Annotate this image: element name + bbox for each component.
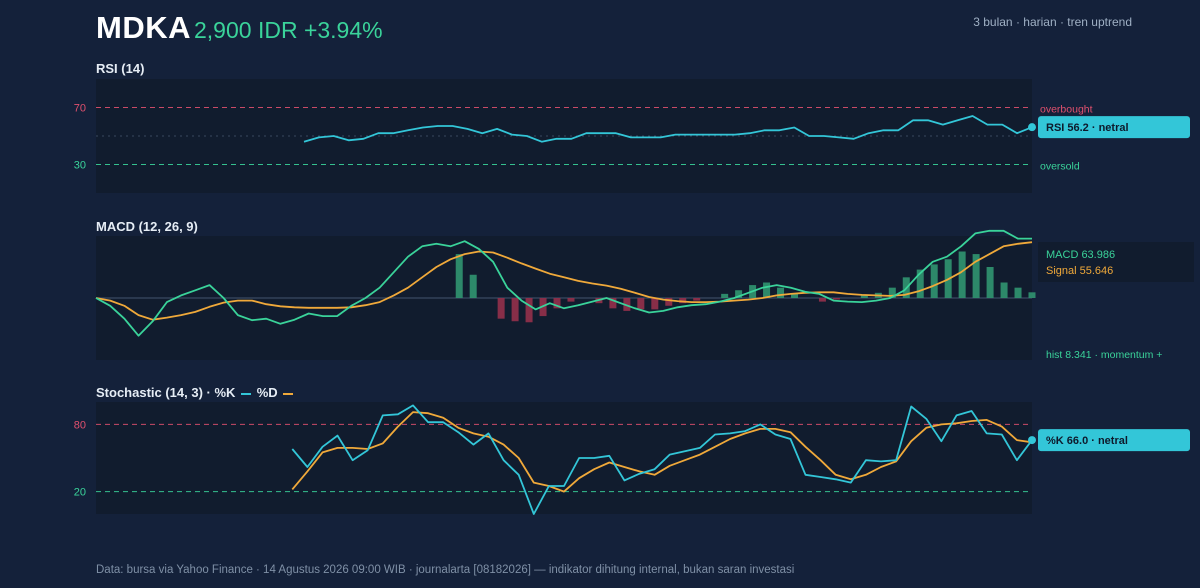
stoch-d-legend-label: %D [256, 385, 278, 400]
macd-signal-line [95, 241, 1033, 321]
macd-hist-bar-positive [777, 287, 785, 298]
macd-hist-bar-negative [497, 298, 505, 319]
macd-legend-box [1038, 242, 1194, 282]
rsi-line [303, 115, 1033, 143]
stoch-callout-label: %K 66.0 · netral [1046, 435, 1128, 447]
ticker-symbol: MDKA [96, 10, 191, 45]
macd-hist-bar-positive [763, 282, 771, 298]
macd-legend-macd: MACD 63.986 [1046, 249, 1115, 261]
stoch-callout-box [1038, 429, 1190, 452]
macd-hist-bar-negative [637, 298, 645, 310]
stoch-tick-label: 80 [74, 419, 86, 431]
macd-hist-bar-negative [511, 298, 519, 322]
price-change: 2,900 IDR +3.94% [194, 17, 383, 43]
macd-hist-bar-positive [721, 293, 729, 298]
rsi-callout-box [1038, 116, 1190, 139]
stoch-d-legend-swatch [283, 392, 294, 395]
macd-hist-bar-positive [986, 267, 994, 298]
stoch-panel-title: Stochastic (14, 3) · %K %D [96, 385, 295, 400]
macd-hist-bar-negative [553, 298, 561, 309]
macd-line [95, 229, 1032, 337]
macd-hist-bar-positive [860, 295, 868, 298]
macd-hist-bar-negative [665, 298, 673, 306]
stoch-last-point [1028, 436, 1036, 445]
macd-hist-bar-positive [1000, 282, 1008, 298]
rsi-zone-label: overbought [1040, 104, 1093, 116]
macd-hist-bar-positive [455, 254, 463, 298]
macd-panel-title: MACD (12, 26, 9) [96, 219, 198, 234]
chart-meta: 3 bulan · harian · tren uptrend [973, 15, 1132, 29]
macd-hist-bar-negative [651, 298, 659, 310]
macd-hist-bar-positive [1014, 287, 1022, 298]
macd-hist-bar-negative [832, 298, 840, 300]
macd-hist-bar-negative [818, 298, 826, 302]
macd-hist-bar-positive [791, 293, 799, 298]
macd-hist-bar-positive [916, 269, 924, 298]
macd-hist-bar-positive [735, 290, 743, 298]
macd-hist-bar-negative [693, 298, 701, 301]
macd-hist-bar-positive [1028, 292, 1036, 298]
stoch-title-text: Stochastic (14, 3) · %K [96, 385, 236, 400]
stoch-tick-label: 20 [74, 487, 86, 499]
macd-legend-signal: Signal 55.646 [1046, 265, 1113, 277]
footer-source: Data: bursa via Yahoo Finance · 14 Agust… [96, 564, 795, 576]
stoch-d-line [291, 411, 1033, 493]
macd-hist-bar-negative [567, 298, 575, 302]
macd-hist-bar-positive [930, 264, 938, 298]
macd-hist-bar-positive [888, 287, 896, 298]
macd-hist-bar-positive [469, 274, 477, 298]
rsi-callout-label: RSI 56.2 · netral [1046, 122, 1129, 134]
rsi-tick-label: 30 [74, 160, 86, 172]
rsi-panel-title: RSI (14) [96, 61, 145, 76]
macd-hist-bar-negative [525, 298, 533, 323]
macd-hist-bar-positive [972, 254, 980, 298]
stoch-k-legend-swatch [241, 392, 252, 395]
macd-hist-annotation: hist 8.341 · momentum + [1046, 349, 1162, 361]
macd-hist-bar-negative [609, 298, 617, 309]
stoch-k-line [291, 404, 1033, 515]
rsi-zone-label: oversold [1040, 161, 1080, 173]
macd-hist-bar-positive [958, 251, 966, 298]
rsi-last-point [1028, 123, 1036, 132]
rsi-tick-label: 70 [74, 103, 86, 115]
panel-background [96, 402, 1032, 514]
